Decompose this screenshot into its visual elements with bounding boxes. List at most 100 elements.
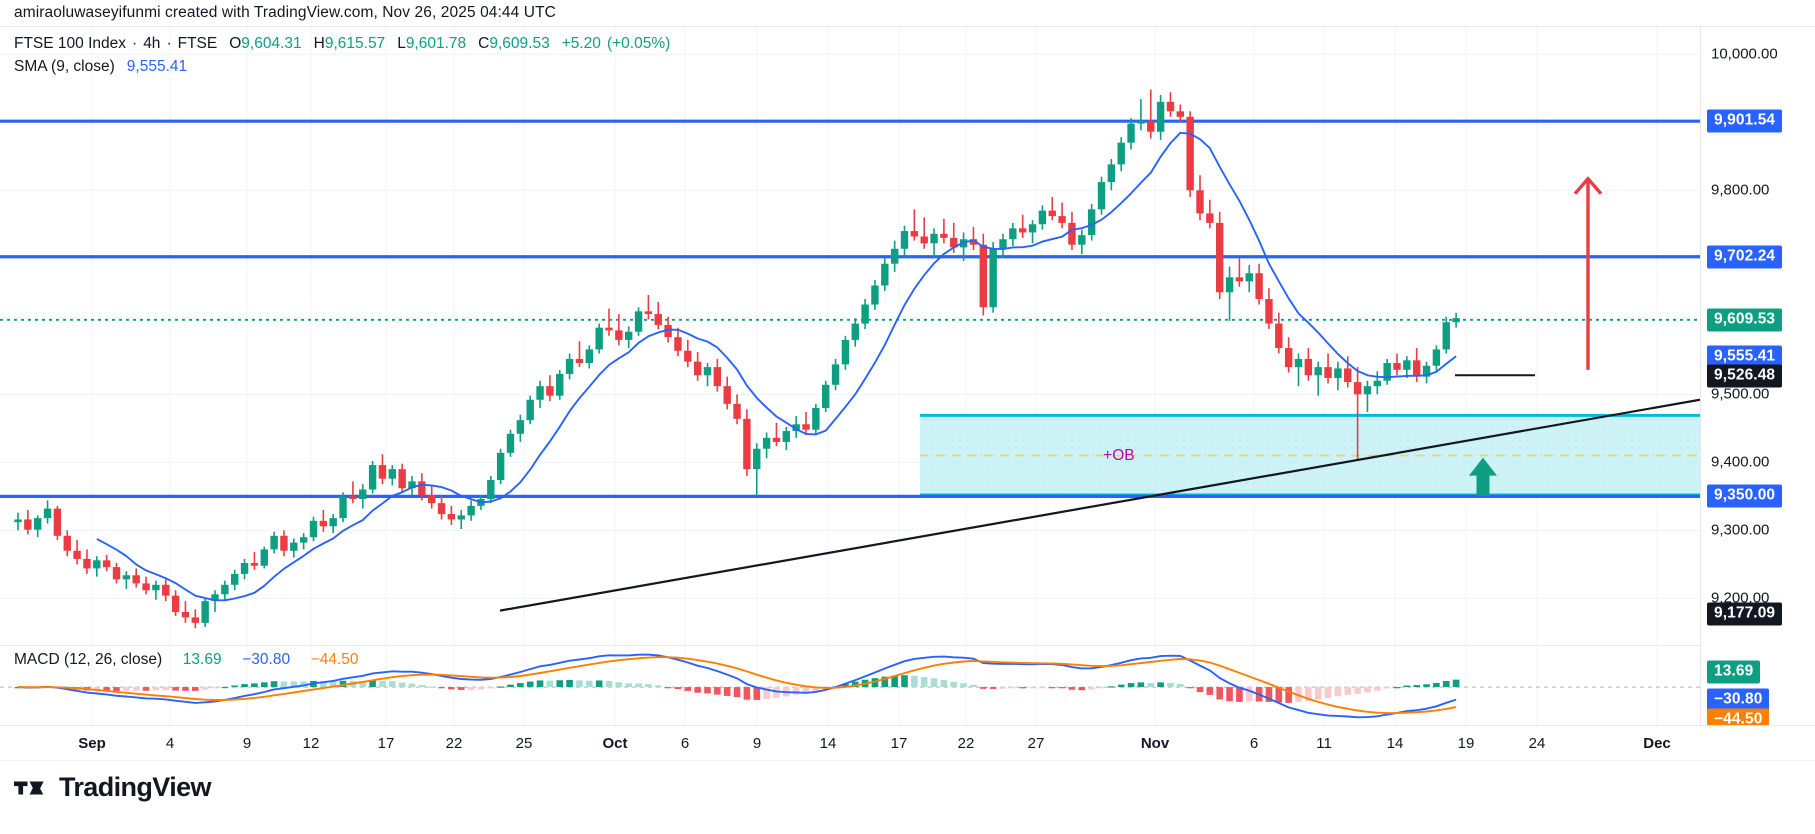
macd-histogram-bar [1364, 687, 1371, 693]
open-value: O9,604.31 [229, 35, 302, 52]
macd-histogram-bar [1058, 687, 1066, 689]
time-axis-tick: 19 [1457, 735, 1475, 752]
macd-histogram-bar [871, 678, 879, 688]
candle-body [684, 350, 692, 362]
macd-histogram-bar [113, 687, 120, 691]
candle-body [211, 594, 219, 602]
candle-body [250, 563, 259, 566]
candle-body [950, 237, 958, 248]
candle-body [930, 233, 938, 244]
macd-pane[interactable] [0, 646, 1700, 725]
candle-body [1442, 322, 1450, 350]
candle-body [1117, 142, 1125, 165]
candle-body [132, 575, 140, 584]
candle-body [1422, 365, 1431, 377]
time-axis-tick: 17 [890, 735, 908, 752]
macd-histogram-bar [1098, 687, 1105, 689]
sma-legend-row[interactable]: SMA (9, close) 9,555.41 [14, 57, 670, 77]
candle-body [1284, 348, 1293, 368]
price-axis-highlight-label: 9,555.41 [1707, 345, 1783, 369]
macd-histogram-bar [950, 681, 958, 688]
macd-histogram-bar [1452, 679, 1460, 688]
macd-histogram-bar [103, 687, 110, 691]
candle-body [1314, 367, 1322, 376]
macd-histogram-bar [851, 681, 859, 688]
macd-histogram-bar [300, 681, 307, 688]
exchange-label: FTSE [177, 35, 218, 52]
macd-histogram-bar [408, 683, 416, 688]
price-axis-tick: 9,400.00 [1711, 453, 1770, 471]
price-axis-tick: 9,800.00 [1711, 181, 1770, 199]
macd-histogram-bar [1206, 687, 1214, 695]
candle-body [585, 349, 593, 364]
ascending-trendline [499, 398, 1700, 612]
macd-histogram-bar [773, 687, 780, 699]
macd-histogram-bar [241, 684, 248, 688]
macd-chart-canvas [0, 646, 1700, 725]
price-axis-tick: 9,500.00 [1711, 385, 1770, 403]
time-axis-tick: 9 [242, 735, 252, 752]
candle-body [201, 601, 209, 623]
candle-body [1009, 228, 1017, 240]
macd-histogram-bar [1413, 685, 1420, 688]
macd-histogram-bar [1117, 684, 1125, 688]
macd-histogram-bar [1157, 682, 1164, 688]
symbol-legend-row[interactable]: FTSE 100 Index · 4h · FTSE O9,604.31 H9,… [14, 34, 670, 54]
macd-histogram-bar [605, 680, 613, 688]
macd-histogram-bar [201, 687, 209, 690]
time-axis[interactable]: Sep 4 9 12 17 22 25 Oct 6 9 14 17 22 27 Nov 6 11 14 19 24 De… [0, 725, 1815, 761]
macd-histogram-bar [920, 677, 928, 688]
candle-body [487, 480, 495, 500]
macd-histogram-bar [251, 683, 258, 688]
macd-histogram-bar [802, 687, 810, 694]
macd-indicator-name: MACD (12, 26, close) [14, 651, 163, 668]
time-axis-tick: Sep [78, 735, 106, 752]
macd-histogram-bar [684, 687, 692, 691]
candle-body [1363, 386, 1372, 395]
macd-histogram-bar [1245, 687, 1253, 702]
candle-body [83, 558, 91, 569]
price-axis-highlight-label: 9,350.00 [1707, 484, 1783, 508]
candle-body [1206, 213, 1214, 223]
price-pane[interactable] [0, 27, 1700, 646]
candle-body [999, 239, 1007, 249]
candle-body [890, 248, 899, 264]
macd-histogram-bar [1344, 687, 1352, 695]
price-axis[interactable]: 10,000.00 9,800.00 9,500.00 9,400.00 9,300.0… [1700, 27, 1815, 732]
candle-body [329, 518, 337, 527]
candle-body [418, 481, 426, 495]
candle-body [319, 520, 328, 527]
candle-body [1403, 360, 1411, 370]
time-axis-tick: 6 [680, 735, 690, 752]
candle-body [920, 236, 928, 244]
macd-histogram-bar [231, 685, 238, 688]
candle-body [1166, 101, 1175, 112]
candle-body [359, 489, 367, 500]
candle-body [713, 367, 722, 387]
candle-body [34, 518, 42, 530]
candle-body [1087, 209, 1096, 236]
macd-histogram-bar [221, 686, 229, 689]
order-block-label: +OB [1103, 446, 1135, 464]
candle-body [171, 595, 180, 612]
candle-body [1058, 216, 1066, 223]
time-axis-tick: 9 [752, 735, 762, 752]
price-axis-highlight-label: 9,702.24 [1707, 245, 1783, 269]
brand-name: TradingView [59, 772, 212, 802]
interval-label[interactable]: 4h [143, 35, 161, 52]
candle-body [1353, 382, 1362, 395]
candle-body [979, 244, 987, 308]
macd-histogram-bar [586, 680, 593, 688]
macd-histogram-bar [989, 687, 997, 689]
macd-histogram-bar [753, 687, 761, 700]
macd-legend[interactable]: MACD (12, 26, close) 13.69 −30.80 −44.50 [14, 650, 359, 670]
candle-body [1019, 228, 1027, 233]
candle-body [664, 324, 672, 338]
macd-histogram-bar [457, 687, 465, 690]
macd-histogram-bar [714, 687, 721, 695]
candle-body [536, 386, 544, 400]
macd-histogram-bar [93, 687, 101, 691]
candle-body [546, 386, 554, 396]
macd-histogram-bar [329, 681, 337, 688]
macd-histogram-bar [448, 687, 455, 690]
